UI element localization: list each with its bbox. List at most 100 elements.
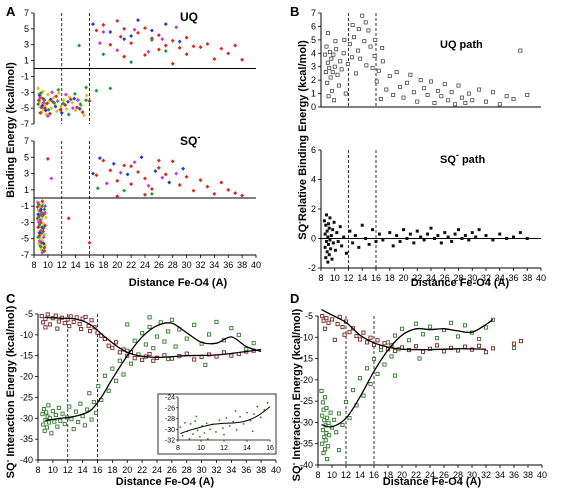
- chart-c-x-tick-label: 16: [92, 465, 102, 475]
- chart-b-bottom-point: [474, 235, 478, 239]
- chart-b-top-point: [425, 92, 430, 97]
- chart-c-point: [203, 362, 208, 367]
- chart-c-point: [47, 322, 52, 327]
- chart-c-point: [60, 411, 65, 416]
- chart-d-point: [336, 411, 342, 416]
- chart-c-y-tick-label: -20: [20, 372, 33, 382]
- inset-point: [181, 434, 184, 437]
- chart-c-point: [110, 345, 115, 350]
- chart-b-bottom-y-tick-label: 6: [311, 145, 316, 155]
- chart-c-x-tick-label: 30: [197, 465, 207, 475]
- chart-d-point: [476, 343, 482, 348]
- chart-c-point: [110, 366, 115, 371]
- chart-d-point: [322, 434, 327, 439]
- chart-c-point: [52, 419, 57, 424]
- chart-c-point: [166, 329, 171, 334]
- chart-c-point: [229, 326, 234, 331]
- chart-b-top-point: [415, 99, 420, 104]
- chart-b-bottom-point: [371, 228, 375, 232]
- chart-d-x-tick-label: 36: [509, 470, 519, 480]
- chart-a-bottom-point: [122, 188, 127, 193]
- chart-b-bottom-point: [357, 245, 361, 249]
- chart-d-x-tick-label: 32: [481, 470, 491, 480]
- chart-b-bottom-point: [412, 241, 416, 245]
- inset-point: [235, 428, 238, 431]
- chart-c-point: [55, 326, 60, 331]
- chart-a-bottom-point: [87, 240, 92, 245]
- chart-d-x-tick-label: 12: [341, 470, 351, 480]
- panel-d-x-axis-label: Distance Fe-O4 (A): [383, 476, 482, 488]
- chart-a-top-point: [63, 92, 68, 97]
- chart-b-top-point: [350, 23, 355, 28]
- chart-b-bottom-x-tick-label: 30: [467, 273, 477, 283]
- chart-b-top-point: [366, 28, 371, 33]
- chart-b-bottom-x-tick-label: 24: [426, 273, 436, 283]
- chart-b-bottom-point: [328, 216, 332, 220]
- chart-b-top-point: [363, 20, 368, 25]
- chart-d-point: [324, 316, 329, 321]
- chart-b-top-point: [372, 54, 377, 58]
- chart-b-bottom-point: [419, 235, 423, 239]
- inset-point: [184, 421, 186, 424]
- chart-d-x-tick-label: 40: [537, 470, 547, 480]
- chart-d-x-tick-label: 8: [315, 470, 320, 480]
- chart-a-bottom-point: [181, 166, 186, 171]
- chart-d-point: [326, 420, 331, 425]
- chart-a-bottom-point: [115, 194, 120, 199]
- chart-a-bottom-y-tick-label: 3: [24, 169, 29, 179]
- chart-a-top-point: [80, 110, 85, 115]
- chart-a-top-point: [48, 97, 53, 102]
- chart-d-point: [319, 388, 324, 393]
- chart-b-top-point: [387, 74, 392, 79]
- panel-d: -40-35-30-25-20-15-10-58 10 12 14 16 18 20 22 24…: [289, 308, 547, 488]
- chart-a-top-point: [40, 103, 45, 108]
- chart-d-point: [371, 356, 377, 362]
- chart-a-bottom-point: [118, 170, 123, 175]
- chart-a-bottom-x-tick-label: 40: [251, 260, 261, 270]
- inset-point: [266, 402, 269, 404]
- chart-b-top-point: [325, 60, 330, 65]
- chart-a-bottom-x-tick-label: 32: [195, 260, 205, 270]
- chart-a-bottom-y-tick-label: -5: [21, 234, 29, 244]
- chart-a-top-point: [52, 100, 57, 105]
- chart-b-bottom-point: [470, 231, 474, 235]
- chart-c-x-tick-label: 22: [137, 465, 147, 475]
- chart-a-top-y-tick-label: -7: [21, 119, 29, 129]
- chart-a-top-point: [72, 91, 77, 96]
- chart-a-bottom-point: [108, 168, 113, 173]
- chart-b-bottom-point: [408, 232, 412, 236]
- panel-a-x-axis-label: Distance Fe-O4 (A): [129, 277, 228, 289]
- chart-b-bottom-point: [325, 213, 328, 217]
- chart-a-bottom-point: [177, 182, 182, 187]
- chart-a-top-point: [77, 43, 82, 48]
- chart-b-bottom-point: [333, 248, 337, 252]
- chart-d-point: [378, 348, 384, 353]
- chart-d-point: [427, 324, 433, 329]
- chart-b-bottom-point: [330, 257, 334, 261]
- chart-d-point: [322, 326, 328, 331]
- chart-a-bottom-point: [132, 160, 137, 165]
- chart-b-top-point: [404, 80, 409, 85]
- chart-d-point: [420, 349, 426, 354]
- chart-d-point: [320, 441, 325, 446]
- chart-d-point: [511, 345, 517, 350]
- panel-c-y-axis-label-base: SQ: [5, 462, 17, 478]
- chart-c-point: [76, 419, 81, 425]
- chart-d-point: [364, 366, 370, 371]
- chart-b-bottom-x-tick-label: 40: [536, 273, 546, 283]
- chart-c-point: [96, 384, 101, 389]
- chart-b-bottom-point: [325, 239, 328, 243]
- chart-b-bottom-point: [326, 260, 330, 264]
- chart-b-top-point: [394, 70, 399, 75]
- chart-d-point: [326, 320, 331, 325]
- chart-a-top-y-tick-label: -3: [21, 87, 29, 97]
- chart-b-bottom-y-tick-label: -2: [308, 263, 316, 273]
- chart-a-bottom-x-tick-label: 18: [98, 260, 108, 270]
- chart-b-top-point: [339, 67, 344, 72]
- chart-c-point: [71, 319, 76, 324]
- chart-b-bottom-x-tick-label: 34: [495, 273, 505, 283]
- panel-c-inset: -32 -30 -28 -26 -24 8 10 12 14 16: [157, 393, 277, 455]
- chart-d-point: [441, 349, 447, 354]
